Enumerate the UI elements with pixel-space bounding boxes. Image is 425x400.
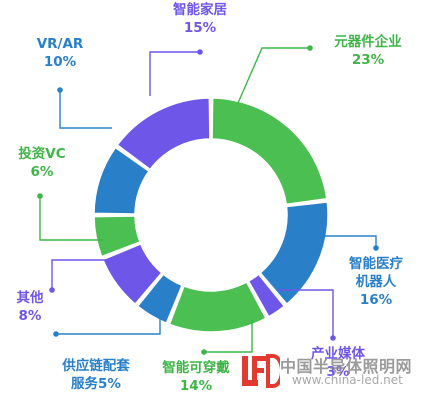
slice-name-label: 服务5% [71, 375, 121, 392]
slice-name-label: 智能家居 [173, 1, 227, 18]
slice-value-label: 3% [327, 364, 350, 380]
leader-dot [330, 335, 336, 341]
watermark-url: www.china-led.net [292, 373, 403, 387]
leader-line [56, 318, 161, 335]
donut-slice [93, 215, 141, 258]
leader-lines [37, 45, 379, 355]
leader-line [298, 235, 377, 248]
leader-line [237, 47, 310, 104]
slice-name-label: 智能医疗 [349, 255, 403, 272]
leader-dot [37, 193, 43, 199]
leader-line [278, 289, 334, 338]
leader-line [39, 196, 103, 241]
slice-value-label: 6% [31, 164, 54, 180]
leader-dot [57, 87, 63, 93]
slice-value-label: 16% [360, 292, 393, 308]
watermark-site-name: 中国半导体照明网 [280, 357, 413, 376]
slice-name-label: 智能可穿戴 [162, 359, 230, 376]
leader-line [59, 90, 112, 129]
leader-dot [197, 49, 203, 55]
slice-name-label: 机器人 [356, 273, 397, 290]
donut-slice [259, 201, 329, 306]
slice-name-label: VR/AR [37, 36, 84, 52]
leader-line [51, 259, 112, 290]
leader-dot [307, 45, 313, 51]
donut-slice [247, 273, 286, 318]
leader-line [204, 320, 253, 353]
leader-dot [53, 331, 59, 337]
slice-name-label: 供应链配套 [61, 357, 130, 374]
leader-dot [201, 349, 207, 355]
donut-slice [93, 146, 150, 215]
donut-slice [211, 97, 328, 206]
slice-name-label: 产业媒体 [311, 345, 365, 362]
donut-slice [136, 273, 184, 325]
donut-slices [93, 97, 329, 333]
donut-slice [116, 97, 211, 171]
leader-line [149, 51, 200, 96]
slice-name-label: 投资VC [18, 145, 65, 162]
slice-value-label: 23% [352, 52, 385, 68]
slice-name-label: 其他 [17, 289, 44, 306]
led-logo-icon [242, 354, 280, 388]
leader-dot [49, 287, 55, 293]
slice-value-label: 8% [19, 308, 42, 324]
slice-value-label: 10% [44, 54, 77, 70]
slice-value-label: 15% [184, 20, 217, 36]
leader-dot [373, 245, 379, 251]
watermark-logo: 中国半导体照明网 www.china-led.net [240, 352, 420, 392]
slice-name-label: 元器件企业 [334, 33, 402, 50]
donut-slice [168, 281, 267, 333]
slice-value-label: 14% [180, 378, 213, 394]
